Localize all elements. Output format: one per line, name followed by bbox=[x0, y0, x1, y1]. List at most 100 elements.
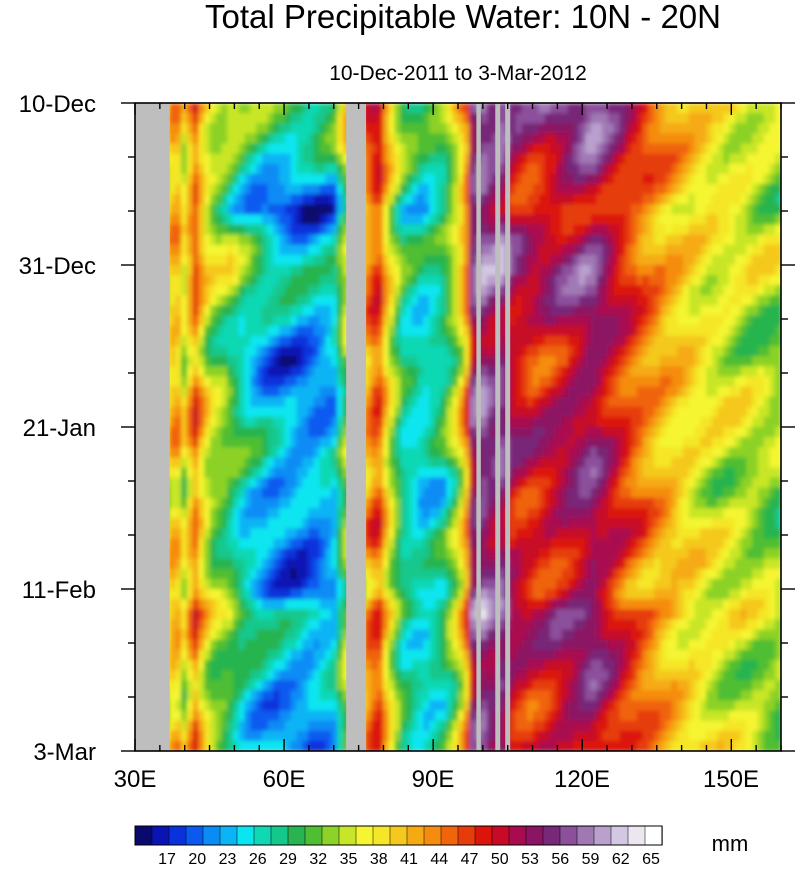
heatmap-cell bbox=[532, 528, 540, 540]
heatmap-cell bbox=[688, 224, 696, 236]
heatmap-cell bbox=[665, 386, 673, 398]
heatmap-cell bbox=[515, 254, 523, 266]
heatmap-cell bbox=[169, 285, 177, 297]
heatmap-cell bbox=[757, 477, 765, 489]
heatmap-cell bbox=[515, 518, 523, 530]
heatmap-cell bbox=[342, 356, 350, 368]
heatmap-cell bbox=[446, 184, 454, 196]
heatmap-cell bbox=[532, 406, 540, 418]
heatmap-cell bbox=[706, 184, 713, 196]
heatmap-cell bbox=[550, 315, 557, 327]
heatmap-cell bbox=[590, 143, 598, 155]
heatmap-cell bbox=[209, 416, 217, 428]
heatmap-cell bbox=[388, 295, 396, 307]
heatmap-cell bbox=[296, 143, 304, 155]
heatmap-cell bbox=[613, 295, 621, 307]
heatmap-cell bbox=[711, 265, 719, 277]
heatmap-cell bbox=[688, 508, 696, 520]
heatmap-cell bbox=[752, 234, 759, 246]
heatmap-cell bbox=[625, 325, 632, 337]
heatmap-cell bbox=[729, 447, 736, 459]
heatmap-cell bbox=[186, 234, 194, 246]
heatmap-cell bbox=[648, 173, 656, 185]
heatmap-cell bbox=[383, 123, 390, 135]
heatmap-cell bbox=[469, 153, 477, 165]
heatmap-cell bbox=[469, 214, 477, 226]
heatmap-cell bbox=[284, 406, 292, 418]
heatmap-cell bbox=[763, 143, 771, 155]
heatmap-cell bbox=[734, 295, 742, 307]
heatmap-cell bbox=[654, 143, 661, 155]
heatmap-cell bbox=[486, 447, 494, 459]
heatmap-cell bbox=[325, 396, 333, 408]
heatmap-cell bbox=[550, 518, 557, 530]
heatmap-cell bbox=[388, 113, 396, 125]
heatmap-cell bbox=[423, 356, 431, 368]
heatmap-cell bbox=[371, 224, 379, 236]
heatmap-cell bbox=[452, 214, 459, 226]
heatmap-cell bbox=[700, 396, 707, 408]
heatmap-cell bbox=[671, 325, 679, 337]
heatmap-cell bbox=[740, 335, 748, 347]
heatmap-cell bbox=[261, 295, 269, 307]
heatmap-cell bbox=[677, 447, 684, 459]
heatmap-cell bbox=[642, 305, 650, 317]
heatmap-cell bbox=[429, 528, 436, 540]
heatmap-cell bbox=[527, 143, 534, 155]
heatmap-cell bbox=[273, 538, 281, 550]
heatmap-cell bbox=[423, 335, 431, 347]
heatmap-cell bbox=[561, 325, 569, 337]
heatmap-cell bbox=[296, 528, 304, 540]
heatmap-cell bbox=[267, 508, 275, 520]
heatmap-cell bbox=[590, 497, 598, 509]
heatmap-cell bbox=[463, 244, 471, 256]
heatmap-cell bbox=[423, 366, 431, 378]
heatmap-cell bbox=[636, 265, 644, 277]
heatmap-cell bbox=[204, 396, 211, 408]
heatmap-cell bbox=[671, 406, 679, 418]
heatmap-cell bbox=[423, 457, 431, 469]
heatmap-cell bbox=[267, 346, 275, 358]
heatmap-cell bbox=[717, 194, 725, 206]
heatmap-cell bbox=[440, 477, 448, 489]
heatmap-cell bbox=[556, 173, 563, 185]
heatmap-cell bbox=[706, 133, 713, 145]
heatmap-cell bbox=[746, 518, 754, 530]
heatmap-cell bbox=[706, 265, 713, 277]
heatmap-cell bbox=[261, 528, 269, 540]
heatmap-cell bbox=[734, 457, 742, 469]
heatmap-cell bbox=[296, 173, 304, 185]
heatmap-cell bbox=[648, 487, 656, 499]
heatmap-cell bbox=[233, 467, 240, 479]
heatmap-cell bbox=[723, 406, 730, 418]
heatmap-cell bbox=[417, 153, 425, 165]
heatmap-cell bbox=[579, 386, 586, 398]
heatmap-cell bbox=[446, 315, 454, 327]
heatmap-cell bbox=[331, 214, 338, 226]
heatmap-cell bbox=[550, 386, 557, 398]
heatmap-cell bbox=[233, 538, 240, 550]
heatmap-cell bbox=[209, 548, 217, 560]
heatmap-cell bbox=[706, 366, 713, 378]
heatmap-cell bbox=[417, 163, 425, 175]
heatmap-cell bbox=[711, 447, 719, 459]
heatmap-cell bbox=[596, 153, 604, 165]
heatmap-cell bbox=[654, 275, 661, 287]
heatmap-cell bbox=[607, 346, 615, 358]
heatmap-cell bbox=[740, 325, 748, 337]
heatmap-cell bbox=[233, 396, 240, 408]
heatmap-cell bbox=[238, 244, 246, 256]
heatmap-cell bbox=[290, 123, 298, 135]
heatmap-cell bbox=[406, 204, 413, 216]
heatmap-cell bbox=[400, 224, 407, 236]
heatmap-cell bbox=[682, 477, 690, 489]
heatmap-cell bbox=[498, 143, 506, 155]
heatmap-cell bbox=[175, 133, 183, 145]
heatmap-cell bbox=[486, 346, 494, 358]
heatmap-cell bbox=[256, 548, 263, 560]
heatmap-cell bbox=[221, 528, 229, 540]
heatmap-cell bbox=[700, 386, 707, 398]
heatmap-cell bbox=[192, 437, 200, 449]
heatmap-cell bbox=[752, 538, 759, 550]
heatmap-cell bbox=[642, 376, 650, 388]
